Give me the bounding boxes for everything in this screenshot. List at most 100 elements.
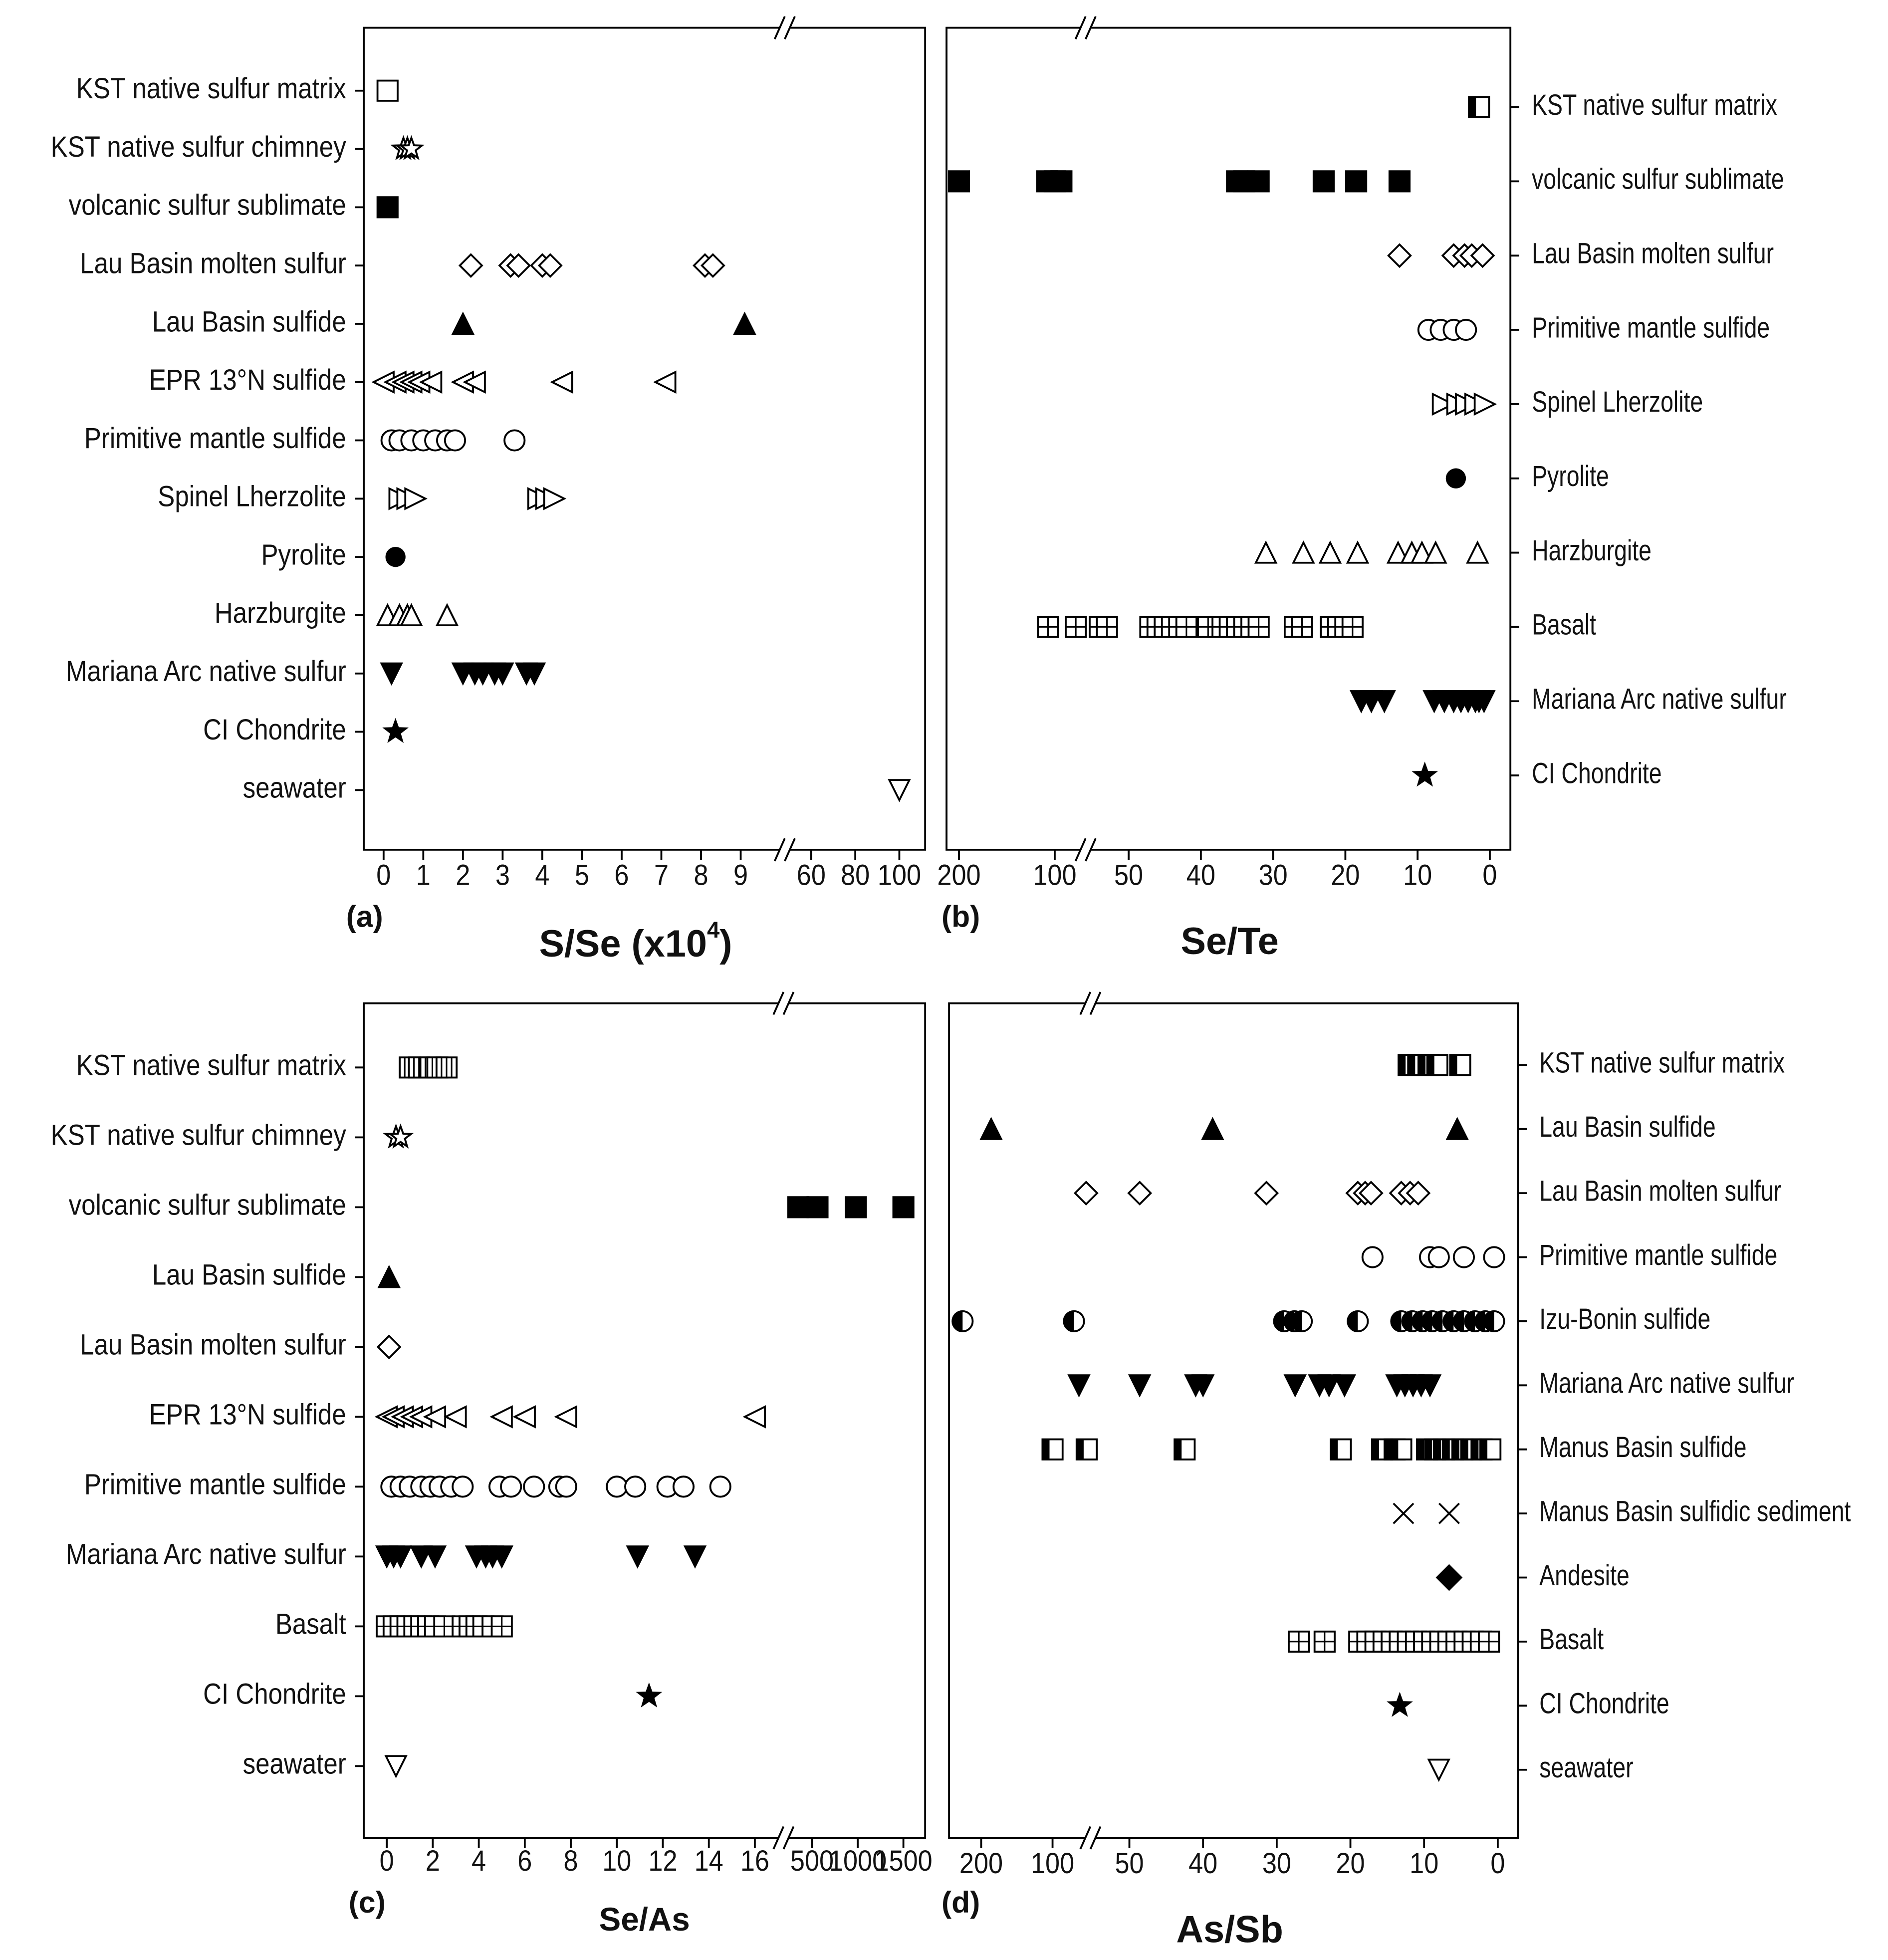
marker [1483,1310,1505,1332]
marker-part [626,1545,649,1569]
marker [1410,540,1434,564]
marker-part [683,1545,707,1569]
marker [1067,1374,1091,1398]
marker-part [1064,1311,1074,1332]
marker-part [463,370,486,394]
marker-part [1412,761,1438,787]
marker-part [1445,1117,1469,1140]
marker [1096,616,1118,638]
marker [892,1196,915,1219]
category-label: Lau Basin molten sulfur [1532,238,1774,270]
marker-part [672,1475,695,1498]
marker [1075,1438,1098,1461]
marker-part [500,1475,522,1498]
x-axis-title-part: 4 [707,917,719,943]
category-label: Izu-Bonin sulfide [1539,1303,1710,1335]
marker-part [435,603,459,627]
x-tick-label: 12 [648,1844,677,1877]
marker-part [444,429,467,452]
marker [1455,318,1477,341]
category-label: EPR 13°N sulfide [149,364,346,396]
marker-part [543,487,567,510]
marker-part [1254,540,1278,564]
marker-part [1473,392,1497,416]
category-label: volcanic sulfur sublimate [69,189,346,222]
axis-break [782,991,795,1015]
marker-part [1318,540,1342,564]
x-axis-title-part: Se/As [599,1902,690,1938]
x-axis-title: S/Se (x104) [539,917,732,965]
panel-label: (d) [942,1885,980,1919]
marker [423,1545,447,1569]
marker [1412,761,1438,787]
marker [543,487,567,510]
marker [490,1545,513,1569]
marker [1175,616,1197,638]
marker-part [1484,1311,1494,1332]
marker [380,662,403,686]
x-tick-label: 6 [517,1844,532,1877]
panel-label: (a) [346,900,383,934]
axis-break [772,1826,785,1850]
x-tick-label: 5 [575,859,589,891]
marker-part [387,1123,414,1149]
marker [1037,616,1059,638]
marker [555,1475,577,1498]
marker-part [1201,1117,1224,1140]
marker-part [1445,468,1466,489]
marker [400,603,423,627]
category-label: Primitive mantle sulfide [84,1469,346,1501]
marker-part [979,1117,1003,1140]
marker [506,253,531,278]
marker-part [377,1264,401,1288]
marker-part [624,1475,647,1498]
marker-part [512,1405,536,1429]
marker-part [1042,1439,1050,1460]
marker [452,1475,474,1498]
marker-part [1427,1246,1450,1268]
x-tick-label: 14 [695,1844,723,1877]
marker-part [1435,1564,1463,1591]
marker-part [1391,1311,1402,1332]
marker [653,370,677,394]
x-tick-label: 500 [790,1844,834,1877]
marker [458,253,483,278]
x-axis-title: Se/As [599,1902,690,1938]
marker-part [1291,1311,1302,1332]
marker [1254,1181,1279,1206]
marker [1041,1438,1064,1461]
marker [1452,1246,1475,1268]
marker-part [606,1475,628,1498]
marker [1201,1117,1224,1140]
marker-part [444,1405,467,1429]
marker-part [1432,1311,1443,1332]
marker [1445,1117,1469,1140]
marker-part [1480,1439,1488,1460]
marker [1431,392,1455,416]
axis-break [1089,1826,1102,1850]
category-label: seawater [243,772,346,804]
category-label: Primitive mantle sulfide [1539,1239,1777,1271]
x-tick-label: 16 [740,1844,769,1877]
x-tick-label: 8 [694,859,708,891]
marker [1330,1438,1352,1461]
marker-part [1254,1181,1279,1206]
marker-part [1443,1311,1454,1332]
x-tick-label: 30 [1262,1847,1291,1879]
marker-part [1128,1374,1152,1398]
x-tick-label: 30 [1259,859,1288,891]
axis-break [782,1826,795,1850]
marker [1063,1310,1085,1332]
marker-part [550,370,573,394]
marker-part [452,1475,474,1498]
category-label: seawater [1539,1751,1633,1784]
x-tick-label: 80 [841,859,870,891]
marker-part [1247,170,1270,193]
category-label: Spinel Lherzolite [1532,386,1703,418]
plot-frame [363,26,927,851]
x-tick-label: 2 [426,1844,440,1877]
category-label: CI Chondrite [1532,757,1662,789]
marker-part [489,1405,513,1429]
axis-break [784,16,796,40]
x-tick-label: 50 [1115,1847,1144,1879]
